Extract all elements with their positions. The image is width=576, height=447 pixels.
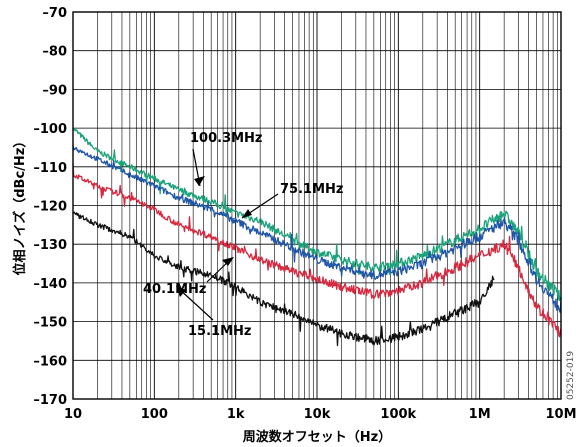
y-tick-label-0: –70 [42, 6, 67, 21]
y-tick-label-8: –150 [33, 316, 67, 331]
x-tick-label-5: 1M [469, 407, 491, 422]
y-tick-label-6: –130 [33, 238, 67, 253]
annotation-100mhz: 100.3MHz [190, 131, 263, 146]
series-lines [72, 127, 562, 347]
annotation-75mhz: 75.1MHz [280, 182, 343, 197]
figure-code: 05252-019 [566, 351, 576, 400]
arrowhead-40mhz [222, 257, 234, 266]
annotation-15mhz: 15.1MHz [188, 324, 251, 339]
y-tick-labels: –70 –80 –90 –100 –110 –120 –130 –140 –150 –160 –17… [33, 6, 67, 408]
arrowhead-100mhz [194, 176, 205, 186]
y-axis-title: 位相ノイズ（dBc/Hz） [12, 135, 28, 276]
series-line-1 [72, 145, 562, 314]
x-tick-label-6: 10M [545, 407, 576, 422]
y-tick-label-5: –120 [33, 200, 67, 215]
arrow-15mhz [177, 287, 214, 321]
y-tick-label-1: –80 [42, 45, 67, 60]
y-tick-label-7: –140 [33, 277, 67, 292]
x-axis-title: 周波数オフセット（Hz） [243, 429, 391, 445]
x-tick-label-3: 10k [304, 407, 331, 422]
y-tick-label-4: –110 [33, 161, 67, 176]
series-line-0 [72, 127, 562, 302]
y-tick-label-2: –90 [42, 83, 67, 98]
annotations: 100.3MHz 75.1MHz 40.1MHz 15.1MHz [143, 131, 343, 339]
series-line-3 [72, 211, 495, 347]
x-tick-label-0: 10 [64, 407, 82, 422]
x-tick-labels: 10 100 1k 10k 100k 1M 10M [64, 407, 576, 422]
x-tick-label-1: 100 [141, 407, 168, 422]
arrowhead-75mhz [242, 209, 252, 218]
y-tick-label-9: –160 [33, 354, 67, 369]
x-tick-label-2: 1k [227, 407, 245, 422]
y-tick-label-3: –100 [33, 122, 67, 137]
series-line-2 [72, 162, 562, 338]
arrowhead-15mhz [176, 286, 186, 297]
y-tick-label-10: –170 [33, 393, 67, 408]
x-tick-label-4: 100k [380, 407, 416, 422]
annotation-40mhz: 40.1MHz [143, 282, 206, 297]
plot-frame [72, 11, 562, 400]
